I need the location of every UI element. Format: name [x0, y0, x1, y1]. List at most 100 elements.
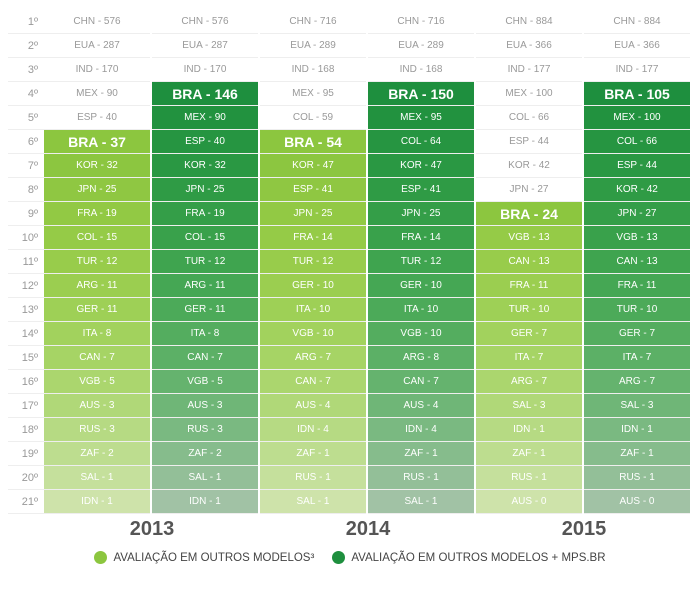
data-cell: SAL - 1 — [44, 466, 150, 490]
year-axis: 2013 2014 2015 — [8, 518, 692, 541]
highlight-cell: BRA - 37 — [44, 130, 150, 154]
data-cell: VGB - 13 — [584, 226, 690, 250]
data-cell: RUS - 3 — [152, 418, 258, 442]
data-cell: MEX - 95 — [368, 106, 474, 130]
data-cell: IDN - 1 — [584, 418, 690, 442]
data-cell: IND - 170 — [152, 58, 258, 82]
data-cell: GER - 11 — [152, 298, 258, 322]
rank-label: 15º — [8, 346, 44, 370]
legend: AVALIAÇÃO EM OUTROS MODELOS³ AVALIAÇÃO E… — [8, 551, 692, 564]
data-column: CHN - 576EUA - 287IND - 170BRA - 146MEX … — [152, 10, 258, 514]
data-cell: ESP - 41 — [368, 178, 474, 202]
data-cell: GER - 7 — [476, 322, 582, 346]
rank-label: 20º — [8, 466, 44, 490]
data-cell: ITA - 7 — [476, 346, 582, 370]
data-cell: IDN - 1 — [476, 418, 582, 442]
data-cell: KOR - 42 — [476, 154, 582, 178]
data-cell: SAL - 1 — [152, 466, 258, 490]
data-cell: AUS - 3 — [152, 394, 258, 418]
data-cell: RUS - 1 — [476, 466, 582, 490]
data-cell: AUS - 0 — [476, 490, 582, 514]
data-cell: FRA - 14 — [260, 226, 366, 250]
data-cell: GER - 10 — [260, 274, 366, 298]
data-column: CHN - 884EUA - 366IND - 177BRA - 105MEX … — [584, 10, 690, 514]
data-cell: FRA - 19 — [152, 202, 258, 226]
data-cell: TUR - 12 — [44, 250, 150, 274]
data-cell: JPN - 27 — [584, 202, 690, 226]
data-cell: JPN - 25 — [368, 202, 474, 226]
legend-dot-b — [332, 551, 345, 564]
data-cell: COL - 66 — [476, 106, 582, 130]
data-cell: CHN - 576 — [152, 10, 258, 34]
legend-label-b: AVALIAÇÃO EM OUTROS MODELOS + MPS.BR — [351, 552, 605, 564]
rank-label: 21º — [8, 490, 44, 514]
data-cell: ITA - 10 — [260, 298, 366, 322]
data-cell: VGB - 13 — [476, 226, 582, 250]
rank-label: 12º — [8, 274, 44, 298]
data-cell: EUA - 289 — [260, 34, 366, 58]
data-cell: TUR - 12 — [368, 250, 474, 274]
highlight-cell: BRA - 146 — [152, 82, 258, 106]
data-cell: VGB - 10 — [260, 322, 366, 346]
rank-label: 18º — [8, 418, 44, 442]
data-cell: JPN - 25 — [152, 178, 258, 202]
data-cell: AUS - 4 — [260, 394, 366, 418]
data-cell: KOR - 47 — [368, 154, 474, 178]
data-cell: JPN - 27 — [476, 178, 582, 202]
data-cell: COL - 15 — [44, 226, 150, 250]
data-cell: GER - 7 — [584, 322, 690, 346]
data-cell: MEX - 95 — [260, 82, 366, 106]
data-cell: VGB - 10 — [368, 322, 474, 346]
rank-label: 9º — [8, 202, 44, 226]
rank-label: 2º — [8, 34, 44, 58]
rank-label: 17º — [8, 394, 44, 418]
data-cell: AUS - 3 — [44, 394, 150, 418]
rank-label: 3º — [8, 58, 44, 82]
rank-label: 14º — [8, 322, 44, 346]
legend-dot-a — [94, 551, 107, 564]
data-cell: COL - 64 — [368, 130, 474, 154]
data-cell: FRA - 19 — [44, 202, 150, 226]
data-cell: CHN - 884 — [584, 10, 690, 34]
data-cell: CAN - 13 — [476, 250, 582, 274]
data-cell: JPN - 25 — [44, 178, 150, 202]
rank-label: 13º — [8, 298, 44, 322]
data-cell: IND - 168 — [260, 58, 366, 82]
rank-label: 16º — [8, 370, 44, 394]
data-cell: EUA - 289 — [368, 34, 474, 58]
data-cell: AUS - 4 — [368, 394, 474, 418]
legend-item-b: AVALIAÇÃO EM OUTROS MODELOS + MPS.BR — [332, 551, 605, 564]
rank-label: 19º — [8, 442, 44, 466]
data-cell: ZAF - 1 — [584, 442, 690, 466]
highlight-cell: BRA - 150 — [368, 82, 474, 106]
data-cell: ARG - 11 — [152, 274, 258, 298]
data-cell: MEX - 100 — [476, 82, 582, 106]
data-cell: COL - 15 — [152, 226, 258, 250]
data-cell: RUS - 1 — [368, 466, 474, 490]
data-column: CHN - 576EUA - 287IND - 170MEX - 90ESP -… — [44, 10, 150, 514]
data-cell: KOR - 47 — [260, 154, 366, 178]
data-cell: SAL - 3 — [476, 394, 582, 418]
data-cell: ITA - 8 — [152, 322, 258, 346]
year-label: 2015 — [476, 518, 692, 541]
data-cell: MEX - 100 — [584, 106, 690, 130]
data-cell: CHN - 716 — [260, 10, 366, 34]
data-cell: IDN - 4 — [260, 418, 366, 442]
data-cell: TUR - 10 — [584, 298, 690, 322]
data-cell: IND - 170 — [44, 58, 150, 82]
data-cell: ZAF - 1 — [476, 442, 582, 466]
data-cell: CAN - 7 — [368, 370, 474, 394]
data-cell: CAN - 7 — [260, 370, 366, 394]
highlight-cell: BRA - 54 — [260, 130, 366, 154]
data-cell: ARG - 11 — [44, 274, 150, 298]
data-cell: ITA - 10 — [368, 298, 474, 322]
data-cell: IND - 177 — [476, 58, 582, 82]
data-cell: KOR - 32 — [152, 154, 258, 178]
data-cell: EUA - 366 — [476, 34, 582, 58]
rank-label: 11º — [8, 250, 44, 274]
data-cell: ESP - 40 — [152, 130, 258, 154]
rank-label: 10º — [8, 226, 44, 250]
data-cell: FRA - 14 — [368, 226, 474, 250]
data-cell: ESP - 44 — [476, 130, 582, 154]
data-cell: SAL - 1 — [260, 490, 366, 514]
